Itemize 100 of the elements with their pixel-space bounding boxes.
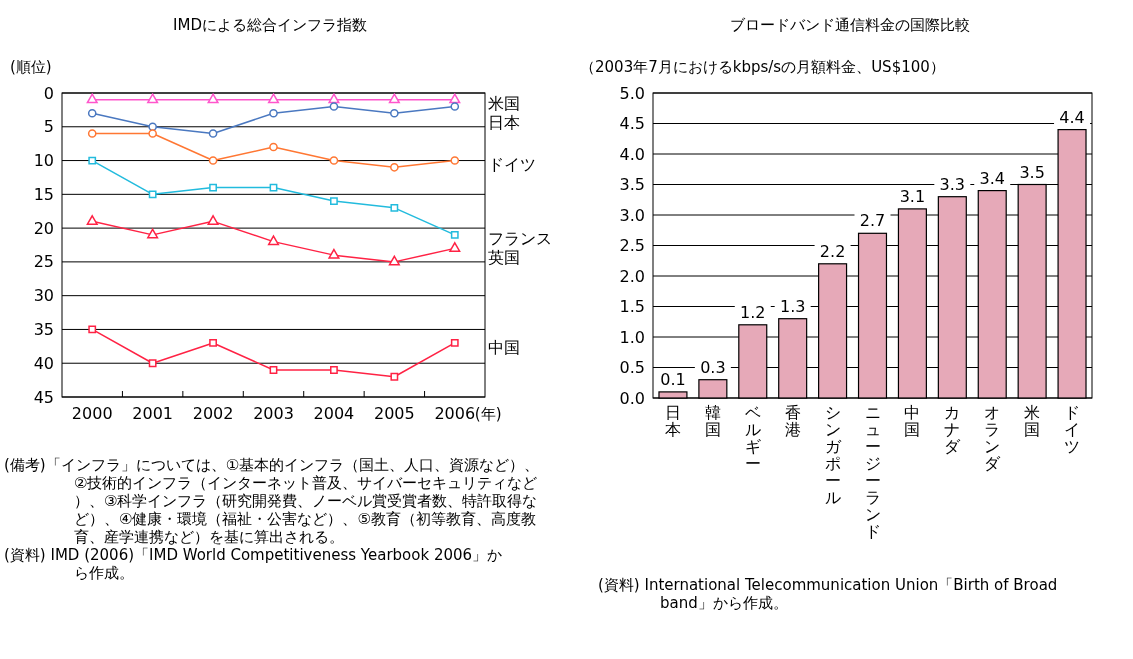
y-tick-label: 1.0	[619, 327, 645, 347]
y-tick-label: 30	[33, 286, 54, 306]
data-label: 2.2	[819, 241, 846, 261]
point	[88, 156, 97, 165]
x-tick-label: ドイツ	[1064, 403, 1081, 456]
point	[148, 190, 157, 199]
point	[147, 93, 159, 104]
point	[449, 242, 461, 252]
data-label: 4.4	[1059, 107, 1085, 127]
x-tick-label: 中国	[904, 403, 921, 439]
point	[88, 325, 97, 334]
x-tick-label: 2003	[253, 404, 294, 423]
x-tick-label: ベルギー	[744, 403, 761, 473]
data-label: 0.1	[660, 369, 686, 389]
point	[390, 108, 399, 118]
y-tick-label: 0.5	[619, 358, 645, 378]
x-tick-label: 2001	[132, 404, 173, 423]
point	[390, 203, 399, 212]
y-tick-label: 4.0	[619, 144, 645, 164]
x-tick-label: 2002	[192, 404, 234, 423]
y-tick-label: 15	[33, 184, 54, 204]
point	[209, 339, 217, 347]
point	[267, 235, 280, 246]
point	[450, 230, 459, 239]
point	[329, 156, 339, 165]
series-label: 日本	[488, 113, 520, 133]
x-tick-label: 香港	[784, 403, 801, 439]
y-tick-label: 20	[33, 218, 54, 238]
point	[86, 215, 98, 225]
point	[330, 366, 338, 374]
y-tick-label: 10	[33, 151, 54, 171]
data-label: 3.1	[899, 186, 926, 206]
text: (資料) IMD (2006)「IMD World Competitiveness Yearbook 2006」から作成。	[4, 546, 503, 582]
y-tick-label: 40	[33, 353, 54, 373]
data-label: 0.3	[700, 357, 726, 377]
y-tick-label: 4.5	[619, 114, 645, 134]
point	[388, 255, 400, 266]
point	[148, 129, 157, 138]
y-tick-label: 35	[33, 320, 54, 340]
chart-subtitle: （2003年7月におけるkbps/sの月額料金、US$100）	[580, 58, 945, 76]
y-tick-label: 0	[43, 83, 54, 103]
series-label: ドイツ	[488, 155, 536, 175]
y-tick-label: 2.5	[619, 236, 645, 256]
point	[450, 339, 459, 347]
data-label: 3.5	[1019, 162, 1045, 182]
x-tick-label: カナダ	[944, 403, 962, 456]
x-tick-label: 2004	[313, 404, 355, 423]
point	[390, 372, 399, 381]
point	[330, 197, 338, 205]
data-label: 1.2	[740, 302, 766, 322]
x-tick-label: 2000	[71, 404, 113, 423]
data-label: 3.4	[979, 168, 1005, 188]
data-label: 1.3	[779, 296, 806, 316]
series-label: 中国	[488, 337, 520, 357]
x-axis-title: (年)	[474, 405, 502, 423]
chart-title: ブロードバンド通信料金の国際比較	[730, 16, 970, 34]
data-label: 2.7	[859, 211, 886, 231]
y-tick-label: 5.0	[619, 83, 645, 103]
point	[450, 102, 460, 111]
y-tick-label: 3.5	[619, 175, 645, 195]
point	[267, 93, 280, 104]
point	[209, 183, 217, 192]
x-tick-label: 韓国	[704, 403, 721, 439]
point	[328, 248, 340, 259]
point	[87, 129, 97, 138]
series-label: 米国	[488, 94, 520, 114]
point	[208, 156, 218, 165]
point	[207, 215, 219, 225]
y-tick-label: 3.0	[619, 205, 645, 225]
y-tick-label: 45	[33, 387, 54, 407]
series-label: フランス	[488, 229, 552, 249]
x-tick-label: シンガポール	[824, 403, 842, 507]
text: (備考)「インフラ」については、①基本的インフラ（国土、人口、資源など）、②技術的インフラ（インターネット普及、サイバーセキュリティなど）、③科学インフラ（研究開発費、ノーベル賞受賞者数、特許取得など）、④健康・環境（福祉・公害など）、⑤教育（初等教育、高度教育、産学連携など）を基に算出される。	[4, 456, 540, 546]
point	[388, 93, 400, 104]
x-tick-label: ニュージーランド	[864, 403, 881, 541]
point	[269, 142, 278, 152]
y-tick-label: 25	[33, 252, 54, 272]
point	[269, 366, 278, 374]
point	[450, 156, 460, 165]
y-tick-label: 0.0	[619, 388, 645, 408]
x-tick-label: 日本	[664, 403, 681, 439]
point	[328, 93, 340, 104]
point	[87, 108, 97, 118]
point	[449, 93, 461, 104]
point	[208, 129, 218, 138]
y-axis-title: (順位)	[10, 58, 52, 76]
y-tick-label: 1.5	[619, 297, 645, 317]
point	[148, 359, 157, 368]
point	[390, 163, 399, 172]
x-tick-label: 2006	[434, 404, 476, 423]
series-label: 英国	[488, 248, 520, 268]
data-label: 3.3	[939, 174, 966, 194]
chart-title: IMDによる総合インフラ指数	[173, 16, 367, 34]
text: (資料) International Telecommunication Union「Birth of Broadband」から作成。	[598, 576, 1058, 612]
point	[147, 228, 159, 239]
x-tick-label: 2005	[374, 404, 415, 423]
point	[269, 108, 278, 118]
y-tick-label: 2.0	[619, 266, 645, 286]
y-tick-label: 5	[43, 117, 54, 137]
x-tick-label: 米国	[1024, 403, 1041, 439]
